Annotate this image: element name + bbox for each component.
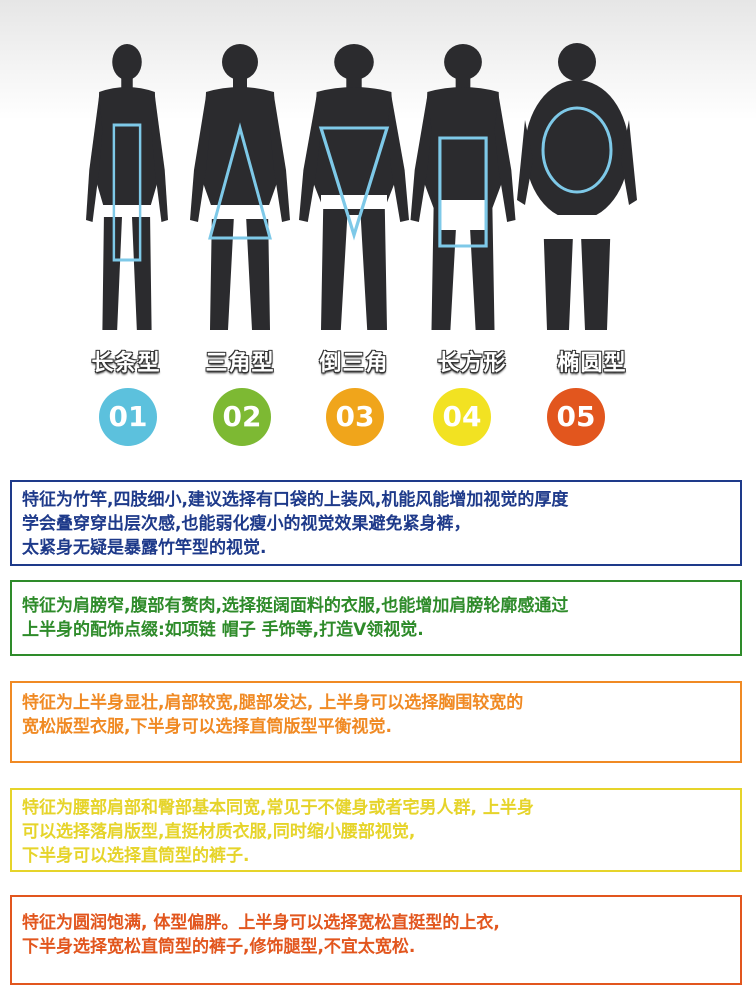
- description-line: 下半身选择宽松直筒型的裤子,修饰腿型,不宜太宽松.: [22, 937, 416, 957]
- description-line: 宽松版型衣服,下半身可以选择直筒版型平衡视觉.: [22, 717, 392, 737]
- body-type-illustrations: [86, 43, 637, 330]
- label-triangle: 三角型: [205, 351, 275, 376]
- description-line: 特征为腰部肩部和臀部基本同宽,常见于不健身或者宅男人群, 上半身: [22, 798, 534, 818]
- description-line: 学会叠穿穿出层次感,也能弱化瘦小的视觉效果避免紧身裤，: [22, 514, 471, 534]
- description-box-oval: 特征为圆润饱满, 体型偏胖。上半身可以选择宽松直挺型的上衣, 下半身选择宽松直筒…: [10, 895, 742, 985]
- description-line: 特征为竹竿,四肢细小,建议选择有口袋的上装风,机能风能增加视觉的厚度: [22, 490, 569, 510]
- badge-03: 03: [326, 388, 384, 446]
- description-box-inverted-triangle: 特征为上半身显壮,肩部较宽,腿部发达, 上半身可以选择胸围较宽的 宽松版型衣服,…: [10, 681, 742, 763]
- figure-triangle-icon: [190, 44, 290, 330]
- badge-02: 02: [213, 388, 271, 446]
- description-box-rectangle: 特征为腰部肩部和臀部基本同宽,常见于不健身或者宅男人群, 上半身 可以选择落肩版…: [10, 788, 742, 872]
- description-line: 可以选择落肩版型,直挺材质衣服,同时缩小腰部视觉,: [22, 822, 416, 842]
- figure-slim-icon: [86, 44, 168, 330]
- description-line: 特征为肩膀窄,腹部有赘肉,选择挺阔面料的衣服,也能增加肩膀轮廓感通过: [22, 596, 569, 616]
- figure-oval-icon: [517, 43, 637, 330]
- label-oval: 椭圆型: [557, 351, 627, 376]
- figure-rectangle-icon: [410, 44, 516, 330]
- label-slim: 长条型: [91, 351, 161, 376]
- description-line: 特征为上半身显壮,肩部较宽,腿部发达, 上半身可以选择胸围较宽的: [22, 693, 524, 713]
- label-inverted-triangle: 倒三角: [319, 351, 389, 376]
- description-line: 特征为圆润饱满, 体型偏胖。上半身可以选择宽松直挺型的上衣,: [22, 913, 500, 933]
- description-box-slim: 特征为竹竿,四肢细小,建议选择有口袋的上装风,机能风能增加视觉的厚度 学会叠穿穿…: [10, 480, 742, 566]
- label-rectangle: 长方形: [437, 351, 507, 376]
- badge-01: 01: [99, 388, 157, 446]
- description-line: 下半身可以选择直筒型的裤子.: [22, 846, 250, 866]
- figure-inverted-triangle-icon: [299, 44, 409, 330]
- description-line: 上半身的配饰点缀:如项链 帽子 手饰等,打造V领视觉.: [22, 620, 424, 640]
- description-line: 太紧身无疑是暴露竹竿型的视觉.: [22, 538, 267, 558]
- badge-04: 04: [433, 388, 491, 446]
- description-box-triangle: 特征为肩膀窄,腹部有赘肉,选择挺阔面料的衣服,也能增加肩膀轮廓感通过 上半身的配…: [10, 580, 742, 656]
- badge-05: 05: [547, 388, 605, 446]
